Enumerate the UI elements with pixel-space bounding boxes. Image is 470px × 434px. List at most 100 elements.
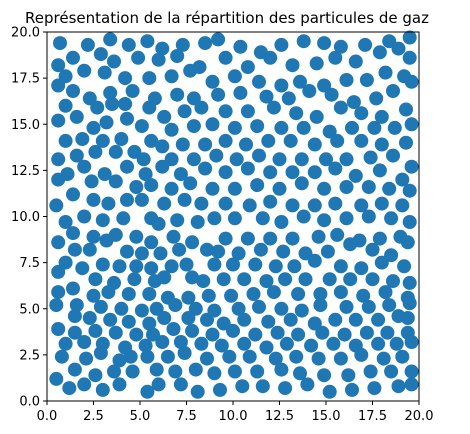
particle-point xyxy=(142,71,157,86)
particle-point xyxy=(272,152,287,167)
particle-point xyxy=(112,259,127,274)
particle-point xyxy=(259,340,274,355)
particle-point xyxy=(170,87,185,102)
particle-point xyxy=(285,58,300,73)
particle-point xyxy=(240,104,255,119)
particle-point xyxy=(194,336,209,351)
particle-point xyxy=(177,104,192,119)
particle-point xyxy=(205,327,220,342)
particle-point xyxy=(291,287,306,301)
particle-point xyxy=(181,290,196,305)
particle-point xyxy=(129,259,144,274)
particle-point xyxy=(302,84,317,98)
particle-point xyxy=(374,255,389,270)
particle-point xyxy=(173,377,188,392)
x-tick-label: 10.0 xyxy=(219,409,248,424)
particle-point xyxy=(226,257,240,272)
particle-point xyxy=(58,133,73,148)
particle-point xyxy=(120,111,134,126)
particle-point xyxy=(296,120,311,135)
particle-point xyxy=(58,98,73,113)
particle-point xyxy=(54,349,69,364)
particle-point xyxy=(88,323,103,338)
particle-point xyxy=(209,148,224,163)
particle-point xyxy=(75,132,90,146)
particle-point xyxy=(365,242,380,257)
particle-point xyxy=(134,119,149,134)
particle-point xyxy=(240,60,255,75)
particle-point xyxy=(151,377,166,392)
particle-point xyxy=(218,196,233,211)
particle-point xyxy=(371,336,386,351)
particle-point xyxy=(231,246,246,261)
particle-point xyxy=(348,168,363,183)
particle-point xyxy=(194,196,209,211)
particle-point xyxy=(140,384,155,399)
particle-point xyxy=(384,211,399,226)
particle-point xyxy=(58,336,73,351)
particle-point xyxy=(382,298,397,313)
particle-point xyxy=(339,152,354,167)
particle-point xyxy=(386,84,400,98)
particle-point xyxy=(190,384,205,399)
x-tick-label: 7.5 xyxy=(176,409,197,424)
particle-point xyxy=(164,69,179,84)
particle-point xyxy=(339,180,354,194)
particle-point xyxy=(343,237,358,252)
particle-point xyxy=(118,71,133,86)
particle-point xyxy=(337,327,352,342)
particle-point xyxy=(246,287,261,301)
particle-point xyxy=(311,351,326,366)
particle-point xyxy=(103,85,118,100)
y-tick-label: 15.0 xyxy=(11,118,40,133)
particle-point xyxy=(151,216,166,231)
particle-point xyxy=(138,338,153,353)
particle-point xyxy=(103,32,118,47)
particle-point xyxy=(333,285,348,300)
particle-point xyxy=(170,213,185,228)
particle-point xyxy=(371,312,386,327)
particle-point xyxy=(227,69,242,84)
particle-point xyxy=(211,87,226,102)
particle-point xyxy=(374,109,389,124)
particle-point xyxy=(58,215,73,229)
particle-point xyxy=(328,161,343,176)
particle-point xyxy=(387,120,402,135)
x-tick-label: 17.5 xyxy=(358,409,387,424)
x-tick-label: 20.0 xyxy=(405,409,434,424)
particle-point xyxy=(309,109,324,124)
particle-point xyxy=(77,377,92,392)
particle-point xyxy=(266,285,281,300)
particle-point xyxy=(121,37,136,52)
particle-point xyxy=(229,152,244,167)
particle-point xyxy=(274,362,289,377)
particle-point xyxy=(289,349,304,364)
particle-point xyxy=(185,235,200,250)
particle-point xyxy=(374,137,389,152)
particle-point xyxy=(66,281,80,296)
particle-point xyxy=(129,229,144,244)
particle-point xyxy=(382,181,397,196)
particle-point xyxy=(307,253,322,268)
particle-point xyxy=(294,176,309,191)
particle-point xyxy=(51,113,66,128)
particle-point xyxy=(231,301,246,316)
particle-point xyxy=(291,327,306,342)
particle-point xyxy=(175,137,190,152)
particle-point xyxy=(250,364,265,379)
particle-point xyxy=(399,135,413,150)
particle-point xyxy=(211,32,226,47)
particle-point xyxy=(149,362,164,377)
x-tick-label: 15.0 xyxy=(312,409,341,424)
particle-point xyxy=(218,133,233,148)
y-tick-label: 10.0 xyxy=(11,210,40,225)
particle-point xyxy=(339,211,354,226)
particle-point xyxy=(285,198,300,213)
particle-point xyxy=(88,368,103,383)
particle-point xyxy=(214,338,229,353)
particle-point xyxy=(118,97,133,111)
particle-point xyxy=(134,192,149,207)
particle-point xyxy=(153,246,168,261)
particle-point xyxy=(333,351,348,366)
y-tick-label: 2.5 xyxy=(19,348,40,363)
